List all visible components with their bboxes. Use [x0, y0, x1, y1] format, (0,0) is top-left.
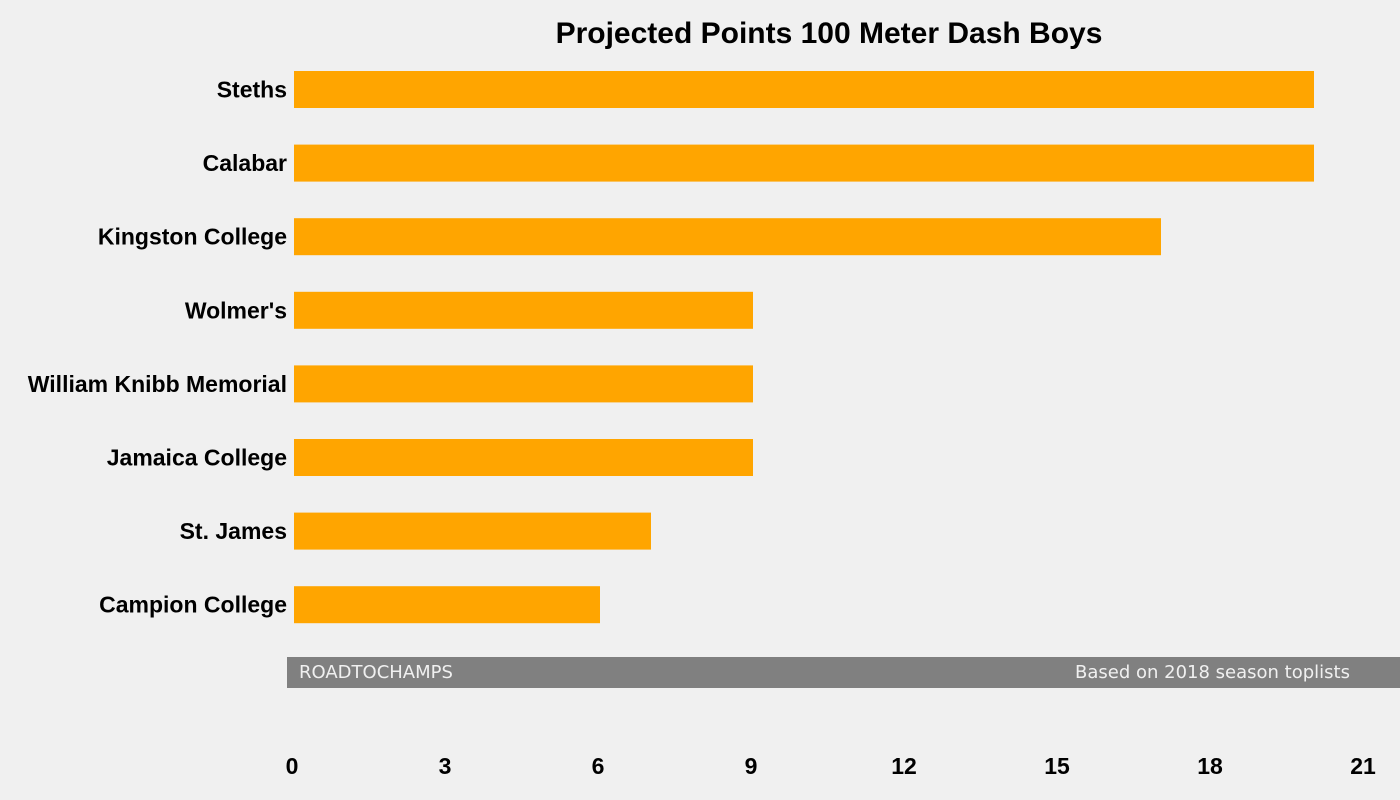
category-labels-group: Steths Calabar Kingston College Wolmer's Wil… [28, 77, 287, 618]
bar-0 [294, 71, 1314, 108]
x-tick-label-2: 6 [592, 753, 605, 779]
bars-group [294, 71, 1314, 624]
bar-4 [294, 365, 753, 403]
bar-2 [294, 218, 1161, 256]
x-tick-label-1: 3 [439, 753, 452, 779]
category-label-7: Campion College [99, 592, 287, 618]
bar-6 [294, 512, 651, 550]
bar-3 [294, 291, 753, 329]
bar-5 [294, 439, 753, 476]
category-label-4: William Knibb Memorial [28, 371, 287, 397]
category-label-2: Kingston College [98, 224, 287, 250]
category-label-1: Calabar [203, 150, 287, 176]
x-tick-label-5: 15 [1044, 753, 1070, 779]
x-tick-label-0: 0 [286, 753, 299, 779]
category-label-6: St. James [180, 518, 287, 544]
x-tick-label-7: 21 [1350, 753, 1376, 779]
x-axis-tick-labels-group: 0 3 6 9 12 15 18 21 [286, 753, 1376, 779]
x-tick-label-4: 12 [891, 753, 917, 779]
x-tick-label-6: 18 [1197, 753, 1223, 779]
footer-left-text: ROADTOCHAMPS [299, 662, 453, 683]
category-label-0: Steths [217, 77, 287, 103]
footer-right-text: Based on 2018 season toplists [1075, 662, 1350, 683]
x-tick-label-3: 9 [745, 753, 758, 779]
bar-1 [294, 144, 1314, 182]
chart-title: Projected Points 100 Meter Dash Boys [556, 17, 1103, 50]
category-label-3: Wolmer's [185, 297, 287, 323]
footer-band [287, 657, 1400, 688]
category-label-5: Jamaica College [107, 445, 287, 471]
bar-7 [294, 586, 600, 624]
